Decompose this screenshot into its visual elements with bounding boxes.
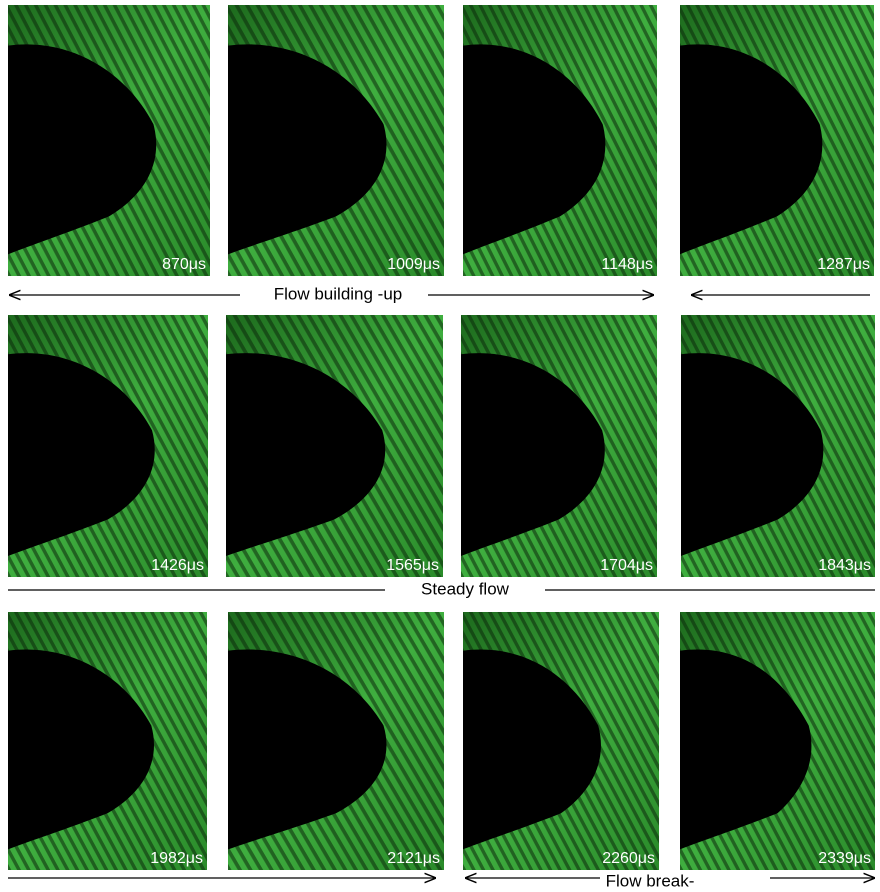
phase-label: Steady flow <box>421 579 510 598</box>
timestamp: 870μs <box>162 256 206 273</box>
image-panel: 1843μs <box>681 315 875 577</box>
image-panel: 1148μs <box>463 5 657 276</box>
image-panel: 870μs <box>8 5 210 276</box>
timestamp: 1843μs <box>818 557 871 574</box>
image-panel: 2339μs <box>680 612 875 870</box>
image-panel: 1426μs <box>8 315 208 577</box>
image-panel: 1704μs <box>461 315 657 577</box>
image-panel: 1565μs <box>226 315 443 577</box>
image-panel: 2260μs <box>463 612 659 870</box>
timestamp: 2339μs <box>818 850 871 867</box>
timestamp: 1009μs <box>387 256 440 273</box>
panels: 870μs 1009μs 1148μs 1287μs 1426μs 1565μs 1704μ… <box>8 5 875 870</box>
timestamp: 1704μs <box>600 557 653 574</box>
phase-label: Flow break- <box>606 871 695 890</box>
image-panel: 1982μs <box>8 612 207 870</box>
timestamp: 1982μs <box>150 850 203 867</box>
timestamp: 1287μs <box>817 256 870 273</box>
image-panel: 1287μs <box>680 5 874 276</box>
image-panel: 1009μs <box>228 5 444 276</box>
timestamp: 1565μs <box>386 557 439 574</box>
timestamp: 1148μs <box>601 256 653 273</box>
figure: 870μs 1009μs 1148μs 1287μs 1426μs 1565μs 1704μ… <box>0 0 880 892</box>
timestamp: 1426μs <box>151 557 204 574</box>
image-panel: 2121μs <box>228 612 444 870</box>
timestamp: 2260μs <box>602 850 655 867</box>
phase-label: Flow building -up <box>274 284 403 303</box>
timestamp: 2121μs <box>387 850 440 867</box>
